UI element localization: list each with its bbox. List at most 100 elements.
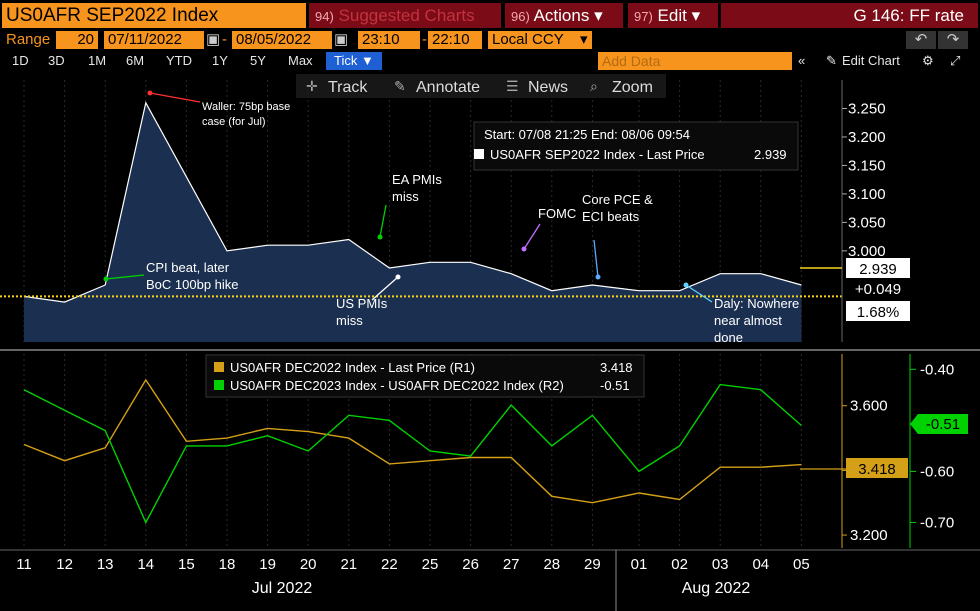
period-6m[interactable]: 6M — [126, 53, 145, 68]
annotation-arrowhead — [395, 274, 401, 280]
pencil-icon[interactable]: ✎ — [394, 78, 406, 94]
actions-label: Actions — [533, 6, 590, 25]
annotate-button[interactable]: Annotate — [416, 79, 480, 96]
annotations: Waller: 75bp base case (for Jul) CPI beat,… — [103, 90, 799, 345]
x-tick-label: 21 — [340, 556, 357, 573]
range-label: Range — [6, 31, 51, 48]
y-tick-label: 3.100 — [848, 186, 886, 203]
price-line — [23, 101, 802, 303]
y-tick-label: 3.200 — [848, 129, 886, 146]
period-1y[interactable]: 1Y — [212, 53, 228, 68]
start-date-field[interactable]: 07/11/2022 — [104, 31, 204, 49]
annotation-arrow — [593, 239, 599, 278]
annotation-arrow — [685, 284, 713, 303]
annotation-arrow — [149, 92, 201, 103]
change-pct-tag — [846, 301, 910, 321]
r1-tick-label: 3.200 — [850, 527, 888, 544]
r2-last-tag — [910, 414, 968, 434]
month-label-aug: Aug 2022 — [682, 580, 751, 597]
annotation-text: Waller: 75bp base — [202, 101, 290, 113]
actions-menu[interactable]: 96) Actions ▾ — [505, 3, 623, 28]
crosshair-icon[interactable]: ✛ — [306, 78, 318, 94]
edit-menu[interactable]: 97) Edit ▾ — [628, 3, 718, 28]
edit-chart-button[interactable]: Edit Chart — [842, 53, 900, 68]
annotation-arrowhead — [595, 274, 601, 280]
r1-last-tag — [846, 458, 908, 478]
calendar-icon[interactable]: ▣ — [334, 31, 349, 48]
annotation-text: near almost — [714, 313, 782, 328]
tick-select[interactable]: Tick ▼ — [326, 52, 382, 70]
r2-tick-label: -0.40 — [920, 361, 954, 378]
annotation-arrowhead — [147, 90, 153, 96]
x-tick-label: 15 — [178, 556, 195, 573]
zoom-button[interactable]: Zoom — [612, 79, 653, 96]
annotation-arrowhead — [103, 276, 109, 282]
r1-swatch — [214, 362, 224, 372]
track-button[interactable]: Track — [328, 79, 368, 96]
x-tick-label: 22 — [381, 556, 398, 573]
period-toolbar: 1D 3D 1M 6M YTD 1Y 5Y Max Tick ▼ Add Dat… — [0, 51, 980, 71]
range-value-field[interactable]: 20 — [56, 31, 98, 49]
annotation-arrow — [371, 276, 399, 301]
zoom-icon[interactable]: ⌕ — [590, 78, 598, 94]
x-tick-label: 03 — [712, 556, 729, 573]
period-max[interactable]: Max — [288, 53, 313, 68]
y-tick-label: 3.150 — [848, 157, 886, 174]
end-time-field[interactable]: 22:10 — [428, 31, 482, 49]
collapse-icon[interactable]: « — [798, 53, 806, 68]
x-tick-label: 01 — [631, 556, 648, 573]
series-swatch — [474, 149, 484, 159]
r1-tick-label: 3.600 — [850, 398, 888, 415]
period-5y[interactable]: 5Y — [250, 53, 266, 68]
price-area-fill — [24, 102, 802, 342]
calendar-icon[interactable]: ▣ — [206, 31, 221, 48]
annotation-text: case (for Jul) — [202, 116, 266, 128]
y-tick-label: 3.000 — [848, 243, 886, 260]
expand-icon[interactable]: ⤢ — [950, 53, 961, 68]
price-chart[interactable]: 3.250 3.200 3.150 3.100 3.050 3.000 ✛ Track ✎… — [0, 72, 980, 611]
chevron-down-icon: ▾ — [691, 6, 701, 25]
r2-swatch — [214, 380, 224, 390]
range-bar: Range 20 07/11/2022 ▣ - 08/05/2022 ▣ 23:… — [0, 31, 980, 51]
news-button[interactable]: News — [528, 79, 568, 96]
annotation-arrow — [523, 223, 541, 250]
y-tick-label: 3.250 — [848, 100, 886, 117]
x-tick-label: 11 — [16, 556, 32, 573]
settings-icon[interactable]: ⚙ — [922, 53, 934, 68]
r2-legend-name: US0AFR DEC2023 Index - US0AFR DEC2022 In… — [230, 378, 564, 393]
end-date-field[interactable]: 08/05/2022 — [232, 31, 332, 49]
r1-legend-name: US0AFR DEC2022 Index - Last Price (R1) — [230, 360, 475, 375]
add-data-input[interactable]: Add Data — [598, 52, 792, 70]
change-value: +0.049 — [855, 281, 901, 298]
annotation-text: Daly: Nowhere — [714, 296, 799, 311]
x-tick-label: 20 — [300, 556, 317, 573]
x-tick-label: 25 — [422, 556, 439, 573]
period-3d[interactable]: 3D — [48, 53, 65, 68]
period-1d[interactable]: 1D — [12, 53, 29, 68]
r1-legend-value: 3.418 — [600, 360, 633, 375]
r2-tick-label: -0.60 — [920, 463, 954, 480]
annotation-arrowhead — [377, 234, 383, 240]
start-time-field[interactable]: 23:10 — [358, 31, 420, 49]
annotation-arrow — [105, 274, 145, 280]
news-icon[interactable]: ☰ — [506, 78, 519, 94]
x-tick-label: 13 — [97, 556, 114, 573]
edit-num: 97) — [634, 9, 653, 24]
redo-icon[interactable]: ↷ — [938, 31, 968, 49]
annotation-text: CPI beat, later — [146, 260, 230, 275]
x-tick-label: 27 — [503, 556, 520, 573]
security-ticker[interactable]: US0AFR SEP2022 Index — [2, 3, 306, 28]
annotation-text: EA PMIs — [392, 172, 442, 187]
undo-icon[interactable]: ↶ — [906, 31, 936, 49]
chevron-down-icon[interactable]: ▾ — [580, 31, 588, 48]
period-1m[interactable]: 1M — [88, 53, 107, 68]
r1-last-value: 3.418 — [858, 461, 896, 478]
suggested-label: Suggested Charts — [338, 6, 475, 25]
currency-select[interactable]: Local CCY — [488, 31, 592, 49]
r2-legend-value: -0.51 — [600, 378, 630, 393]
suggested-charts-button[interactable]: 94) Suggested Charts — [309, 3, 501, 28]
period-ytd[interactable]: YTD — [166, 53, 192, 68]
range-dash: - — [222, 31, 227, 48]
x-tick-label: 29 — [584, 556, 601, 573]
